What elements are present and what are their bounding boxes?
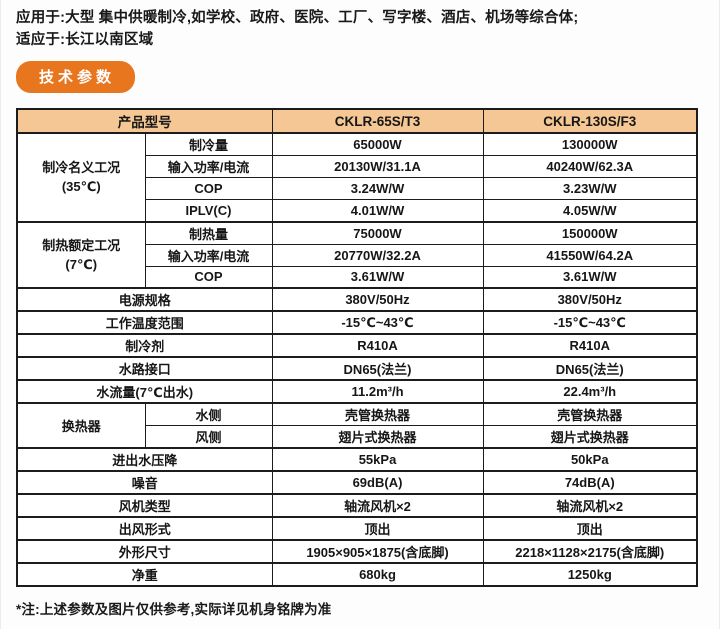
spec-label-cell: 净重 [16,562,273,587]
table-row: 电源规格 380V/50Hz 380V/50Hz [16,287,698,312]
spec-value-cell: 11.2m³/h [271,379,484,404]
region-line: 适应于:长江以南区域 [16,32,154,48]
spec-label-cell: 电源规格 [16,287,273,312]
spec-value-cell: 轴流风机×2 [271,493,484,518]
table-row: 输入功率/电流 20770W/32.2A 41550W/64.2A [17,243,698,267]
spec-label-cell: IPLV(C) [144,199,273,222]
spec-label-cell: 风机类型 [16,493,273,518]
spec-value-cell: 4.01W/W [271,199,484,222]
spec-value-cell: 3.61W/W [271,265,484,289]
row-group-heating-condition: 制热额定工况 (7℃) [16,220,146,289]
spec-value-cell: 1250kg [482,562,698,587]
table-row: 制冷剂 R410A R410A [16,333,698,358]
spec-label-cell: 输入功率/电流 [144,155,273,178]
table-row: 进出水压降 55kPa 50kPa [16,447,698,472]
spec-value-cell: 翅片式换热器 [271,425,484,449]
spec-value-cell: 130000W [482,132,698,156]
column-header-product-model: 产品型号 [16,108,273,134]
spec-value-cell: R410A [271,333,484,358]
table-row: 制热额定工况 (7℃) 制热量 75000W 150000W [16,220,698,289]
table-row: 制冷名义工况 (35℃) 制冷量 65000W 130000W [16,132,698,222]
spec-value-cell: 40240W/62.3A [482,155,698,178]
row-group-cooling-condition: 制冷名义工况 (35℃) [16,132,146,222]
table-row: COP 3.61W/W 3.61W/W [17,265,698,289]
spec-value-cell: 65000W [271,132,484,156]
table-row: 换热器 水侧 壳管换热器 壳管换热器 [16,402,698,449]
table-row: 风侧 翅片式换热器 翅片式换热器 [17,425,698,449]
spec-value-cell: 380V/50Hz [271,287,484,312]
spec-table: 产品型号 CKLR-65S/T3 CKLR-130S/F3 制冷名义工况 (35… [16,108,698,587]
tech-params-badge: 技术参数 [16,61,136,93]
spec-value-cell: 74dB(A) [482,470,698,495]
spec-label-cell: 制冷量 [144,132,273,156]
spec-value-cell: 20770W/32.2A [271,243,484,267]
footnote: *注:上述参数及图片仅供参考,实际详见机身铭牌为准 [16,602,332,617]
row-group-heat-exchanger: 换热器 [16,402,146,449]
table-row: 净重 680kg 1250kg [16,562,698,587]
heating-group-temp: (7℃) [65,256,98,272]
spec-value-cell: 轴流风机×2 [482,493,698,518]
spec-value-cell: 2218×1128×2175(含底脚) [482,539,698,564]
spec-label-cell: 输入功率/电流 [144,243,273,267]
spec-value-cell: 69dB(A) [271,470,484,495]
table-row: 水路接口 DN65(法兰) DN65(法兰) [16,356,698,381]
spec-value-cell: 3.23W/W [482,177,698,200]
table-row: 工作温度范围 -15℃~43℃ -15℃~43℃ [16,310,698,335]
table-row: 外形尺寸 1905×905×1875(含底脚) 2218×1128×2175(含… [16,539,698,564]
spec-label-cell: 水侧 [144,402,273,426]
spec-value-cell: 55kPa [271,447,484,472]
heating-group-label: 制热额定工况 [42,237,121,253]
spec-value-cell: 380V/50Hz [482,287,698,312]
spec-value-cell: R410A [482,333,698,358]
spec-value-cell: 22.4m³/h [482,379,698,404]
spec-value-cell: 50kPa [482,447,698,472]
application-line: 应用于:大型 集中供暖制冷,如学校、政府、医院、工厂、写字楼、酒店、机场等综合体… [16,10,579,26]
spec-value-cell: DN65(法兰) [482,356,698,381]
spec-value-cell: 顶出 [271,516,484,541]
spec-label-cell: 外形尺寸 [16,539,273,564]
cooling-group-label: 制冷名义工况 [42,160,121,176]
spec-label-cell: 风侧 [144,425,273,449]
intro-text: 应用于:大型 集中供暖制冷,如学校、政府、医院、工厂、写字楼、酒店、机场等综合体… [16,7,706,51]
spec-value-cell: 75000W [271,220,484,245]
spec-value-cell: -15℃~43℃ [271,310,484,335]
spec-value-cell: 4.05W/W [482,199,698,222]
spec-label-cell: 制热量 [144,220,273,245]
table-row: 噪音 69dB(A) 74dB(A) [16,470,698,495]
spec-label-cell: 水流量(7℃出水) [16,379,273,404]
table-header-row: 产品型号 CKLR-65S/T3 CKLR-130S/F3 [16,108,698,134]
spec-label-cell: 工作温度范围 [16,310,273,335]
spec-value-cell: 3.24W/W [271,177,484,200]
table-row: 水流量(7℃出水) 11.2m³/h 22.4m³/h [16,379,698,404]
spec-value-cell: 150000W [482,220,698,245]
spec-label-cell: COP [144,265,273,289]
spec-label-cell: COP [144,177,273,200]
column-header-model-1: CKLR-65S/T3 [271,108,484,134]
spec-value-cell: 41550W/64.2A [482,243,698,267]
spec-value-cell: 翅片式换热器 [482,425,698,449]
spec-value-cell: DN65(法兰) [271,356,484,381]
spec-label-cell: 水路接口 [16,356,273,381]
table-row: COP 3.24W/W 3.23W/W [17,177,698,200]
spec-value-cell: 壳管换热器 [271,402,484,426]
spec-value-cell: 顶出 [482,516,698,541]
page: 应用于:大型 集中供暖制冷,如学校、政府、医院、工厂、写字楼、酒店、机场等综合体… [1,0,719,618]
spec-value-cell: -15℃~43℃ [482,310,698,335]
spec-label-cell: 噪音 [16,470,273,495]
table-row: 出风形式 顶出 顶出 [16,516,698,541]
table-row: 风机类型 轴流风机×2 轴流风机×2 [16,493,698,518]
spec-label-cell: 出风形式 [16,516,273,541]
cooling-group-temp: (35℃) [61,179,101,195]
spec-value-cell: 3.61W/W [482,265,698,289]
spec-value-cell: 壳管换热器 [482,402,698,426]
spec-label-cell: 进出水压降 [16,447,273,472]
spec-value-cell: 20130W/31.1A [271,155,484,178]
spec-value-cell: 1905×905×1875(含底脚) [271,539,484,564]
spec-value-cell: 680kg [271,562,484,587]
column-header-model-2: CKLR-130S/F3 [482,108,698,134]
spec-label-cell: 制冷剂 [16,333,273,358]
